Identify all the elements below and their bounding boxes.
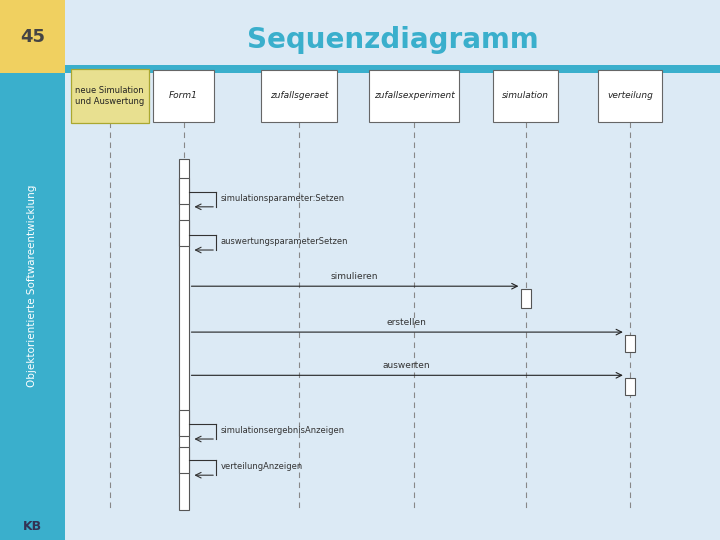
Text: simulationsparameter:Setzen: simulationsparameter:Setzen [220,194,344,203]
Bar [369,70,459,122]
Bar [0,0,65,73]
Text: Form1: Form1 [169,91,198,100]
Text: neue Simulation
und Auswertung: neue Simulation und Auswertung [75,86,145,105]
Bar [179,178,189,204]
Text: simulation: simulation [502,91,549,100]
Bar [521,289,531,308]
Text: Objektorientierte Softwareentwicklung: Objektorientierte Softwareentwicklung [27,185,37,387]
Bar [625,378,635,395]
Text: erstellen: erstellen [387,318,427,327]
Bar [261,70,337,122]
Text: verteilung: verteilung [607,91,653,100]
Bar [153,70,215,122]
Bar [493,70,558,122]
Bar [0,0,65,540]
Bar [179,220,189,246]
Text: auswertungsparameterSetzen: auswertungsparameterSetzen [220,237,348,246]
Text: auswerten: auswerten [383,361,431,370]
Text: simulationsergebnisAnzeigen: simulationsergebnisAnzeigen [220,426,344,435]
Text: Sequenzdiagramm: Sequenzdiagramm [246,26,539,55]
Text: zufallsgeraet: zufallsgeraet [269,91,328,100]
Bar [179,410,189,436]
Text: simulieren: simulieren [331,272,378,281]
Bar [625,335,635,352]
Bar [179,159,189,510]
Bar [598,70,662,122]
Text: zufallsexperiment: zufallsexperiment [374,91,454,100]
Text: verteilungAnzeigen: verteilungAnzeigen [220,462,302,471]
Bar [179,447,189,472]
Text: 45: 45 [20,28,45,46]
Text: KB: KB [23,520,42,533]
FancyBboxPatch shape [71,69,149,123]
Bar [65,65,720,73]
